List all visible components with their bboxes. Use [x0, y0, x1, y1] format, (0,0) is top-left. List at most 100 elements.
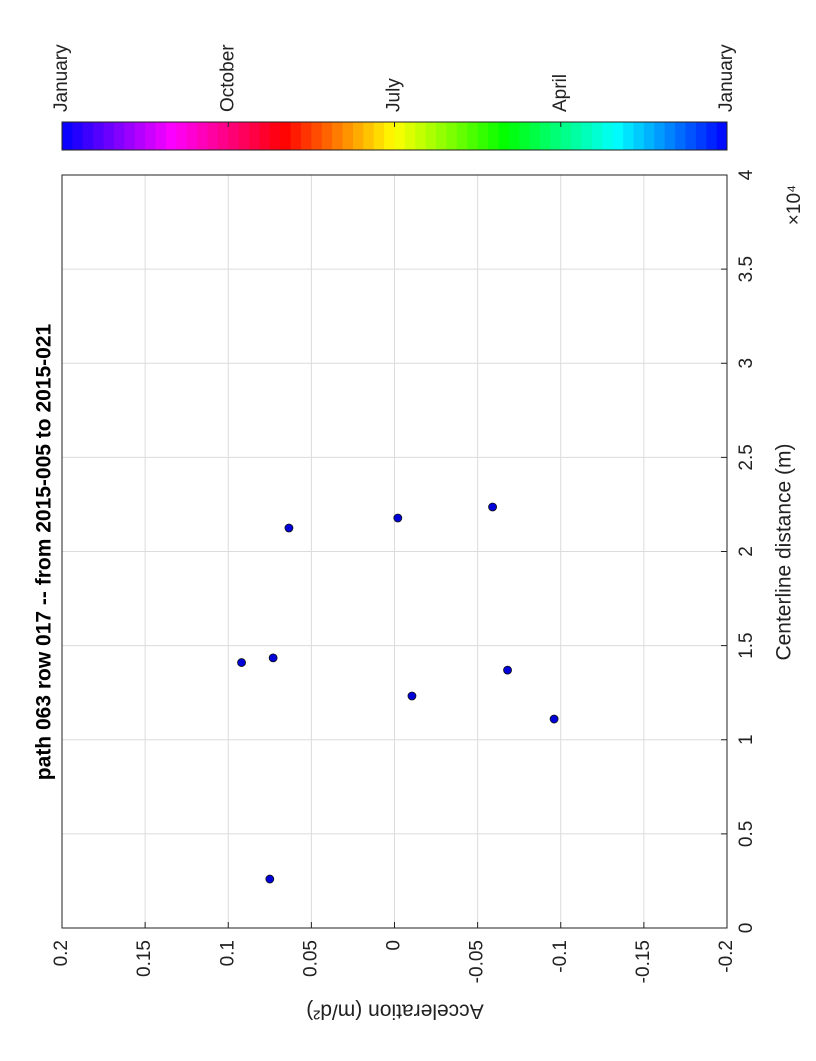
y-tick-label: -0.1 [550, 940, 571, 973]
colorbar-cell [425, 122, 437, 150]
colorbar-cell [280, 122, 292, 150]
colorbar-cell [415, 122, 427, 150]
colorbar-cell [134, 122, 146, 150]
data-point [284, 523, 294, 533]
colorbar-label: July [384, 78, 405, 112]
x-tick-label: 0.5 [736, 821, 757, 847]
x-tick-label: 3 [736, 358, 757, 369]
x-exponent: ×10⁴ [784, 185, 805, 225]
colorbar-cell [529, 122, 541, 150]
x-tick-label: 1 [736, 734, 757, 745]
y-tick-label: 0.1 [217, 940, 238, 966]
colorbar-cell [623, 122, 634, 150]
x-tick-label: 0 [736, 923, 757, 934]
colorbar-cell [571, 122, 583, 150]
colorbar-label: October [217, 44, 238, 112]
colorbar-cell [654, 122, 666, 150]
colorbar-cell [228, 122, 240, 150]
data-point [393, 513, 403, 523]
colorbar-cell [498, 122, 510, 150]
colorbar-cell [508, 122, 520, 150]
colorbar-label: April [550, 74, 571, 112]
colorbar-cell [394, 122, 406, 150]
colorbar-cell [456, 122, 468, 150]
colorbar-cell [124, 122, 136, 150]
y-tick-label: 0.2 [51, 940, 72, 966]
colorbar-cell [321, 122, 333, 150]
colorbar-cell [259, 122, 271, 150]
x-tick-label: 3.5 [736, 256, 757, 282]
colorbar-cell [581, 122, 593, 150]
colorbar-cell [612, 122, 624, 150]
colorbar-cell [207, 122, 219, 150]
x-tick-label: 2.5 [736, 444, 757, 470]
y-tick-label: -0.05 [467, 940, 488, 983]
colorbar-label: January [51, 44, 72, 112]
colorbar-cell [113, 122, 125, 150]
data-point [488, 502, 497, 512]
data-point [407, 691, 417, 701]
colorbar-cell [238, 122, 250, 150]
colorbar-cell [82, 122, 94, 150]
colorbar-cell [467, 122, 479, 150]
colorbar-cell [602, 122, 614, 150]
colorbar-cell [477, 122, 489, 150]
colorbar-cell [342, 122, 354, 150]
colorbar-cell [446, 122, 458, 150]
data-point [549, 714, 559, 724]
colorbar-cell [145, 122, 157, 150]
colorbar-cell [675, 122, 686, 150]
colorbar-cell [560, 122, 572, 150]
colorbar-cell [217, 122, 229, 150]
colorbar-cell [186, 122, 198, 150]
colorbar-cell [550, 122, 562, 150]
x-tick-label: 4 [736, 169, 757, 180]
colorbar-cell [352, 122, 364, 150]
data-point [503, 665, 512, 675]
colorbar-cell [290, 122, 302, 150]
data-point [268, 653, 278, 663]
colorbar-cell [300, 122, 312, 150]
colorbar-cell [176, 122, 188, 150]
colorbar-cell [72, 122, 84, 150]
data-point [237, 658, 246, 667]
colorbar-cell [311, 122, 323, 150]
colorbar-cell [404, 122, 416, 150]
colorbar-cell [332, 122, 344, 150]
chart-title: path 063 row 017 -- from 2015-005 to 201… [33, 323, 56, 780]
colorbar-cell [633, 122, 645, 150]
colorbar-cell [165, 122, 177, 150]
colorbar-cell [155, 122, 167, 150]
y-axis-label: Acceleration (m/d²) [306, 999, 483, 1022]
colorbar-label: January [716, 44, 737, 112]
colorbar-cell [539, 122, 551, 150]
colorbar-cell [488, 122, 499, 150]
colorbar-cell [519, 122, 531, 150]
colorbar-cell [103, 122, 115, 150]
colorbar-cell [695, 122, 707, 150]
colorbar-cell [643, 122, 655, 150]
x-axis-label: Centerline distance (m) [773, 443, 796, 660]
y-tick-label: -0.2 [716, 940, 737, 973]
y-tick-label: 0.05 [300, 940, 321, 977]
colorbar-cell [249, 122, 260, 150]
colorbar-cell [716, 122, 728, 150]
colorbar-cell [93, 122, 105, 150]
y-tick-label: -0.15 [633, 940, 654, 983]
colorbar-cell [373, 122, 385, 150]
y-tick-label: 0 [384, 940, 405, 951]
data-point [265, 874, 275, 884]
colorbar-cell [706, 122, 718, 150]
colorbar-cell [664, 122, 676, 150]
colorbar-cell [384, 122, 395, 150]
x-tick-label: 1.5 [736, 632, 757, 658]
colorbar-cell [363, 122, 375, 150]
colorbar-cell [591, 122, 603, 150]
colorbar-cell [436, 122, 447, 150]
plot-frame [61, 174, 728, 929]
colorbar-cell [197, 122, 208, 150]
y-tick-label: 0.15 [134, 940, 155, 977]
colorbar-cell [62, 122, 73, 150]
colorbar-cell [269, 122, 281, 150]
